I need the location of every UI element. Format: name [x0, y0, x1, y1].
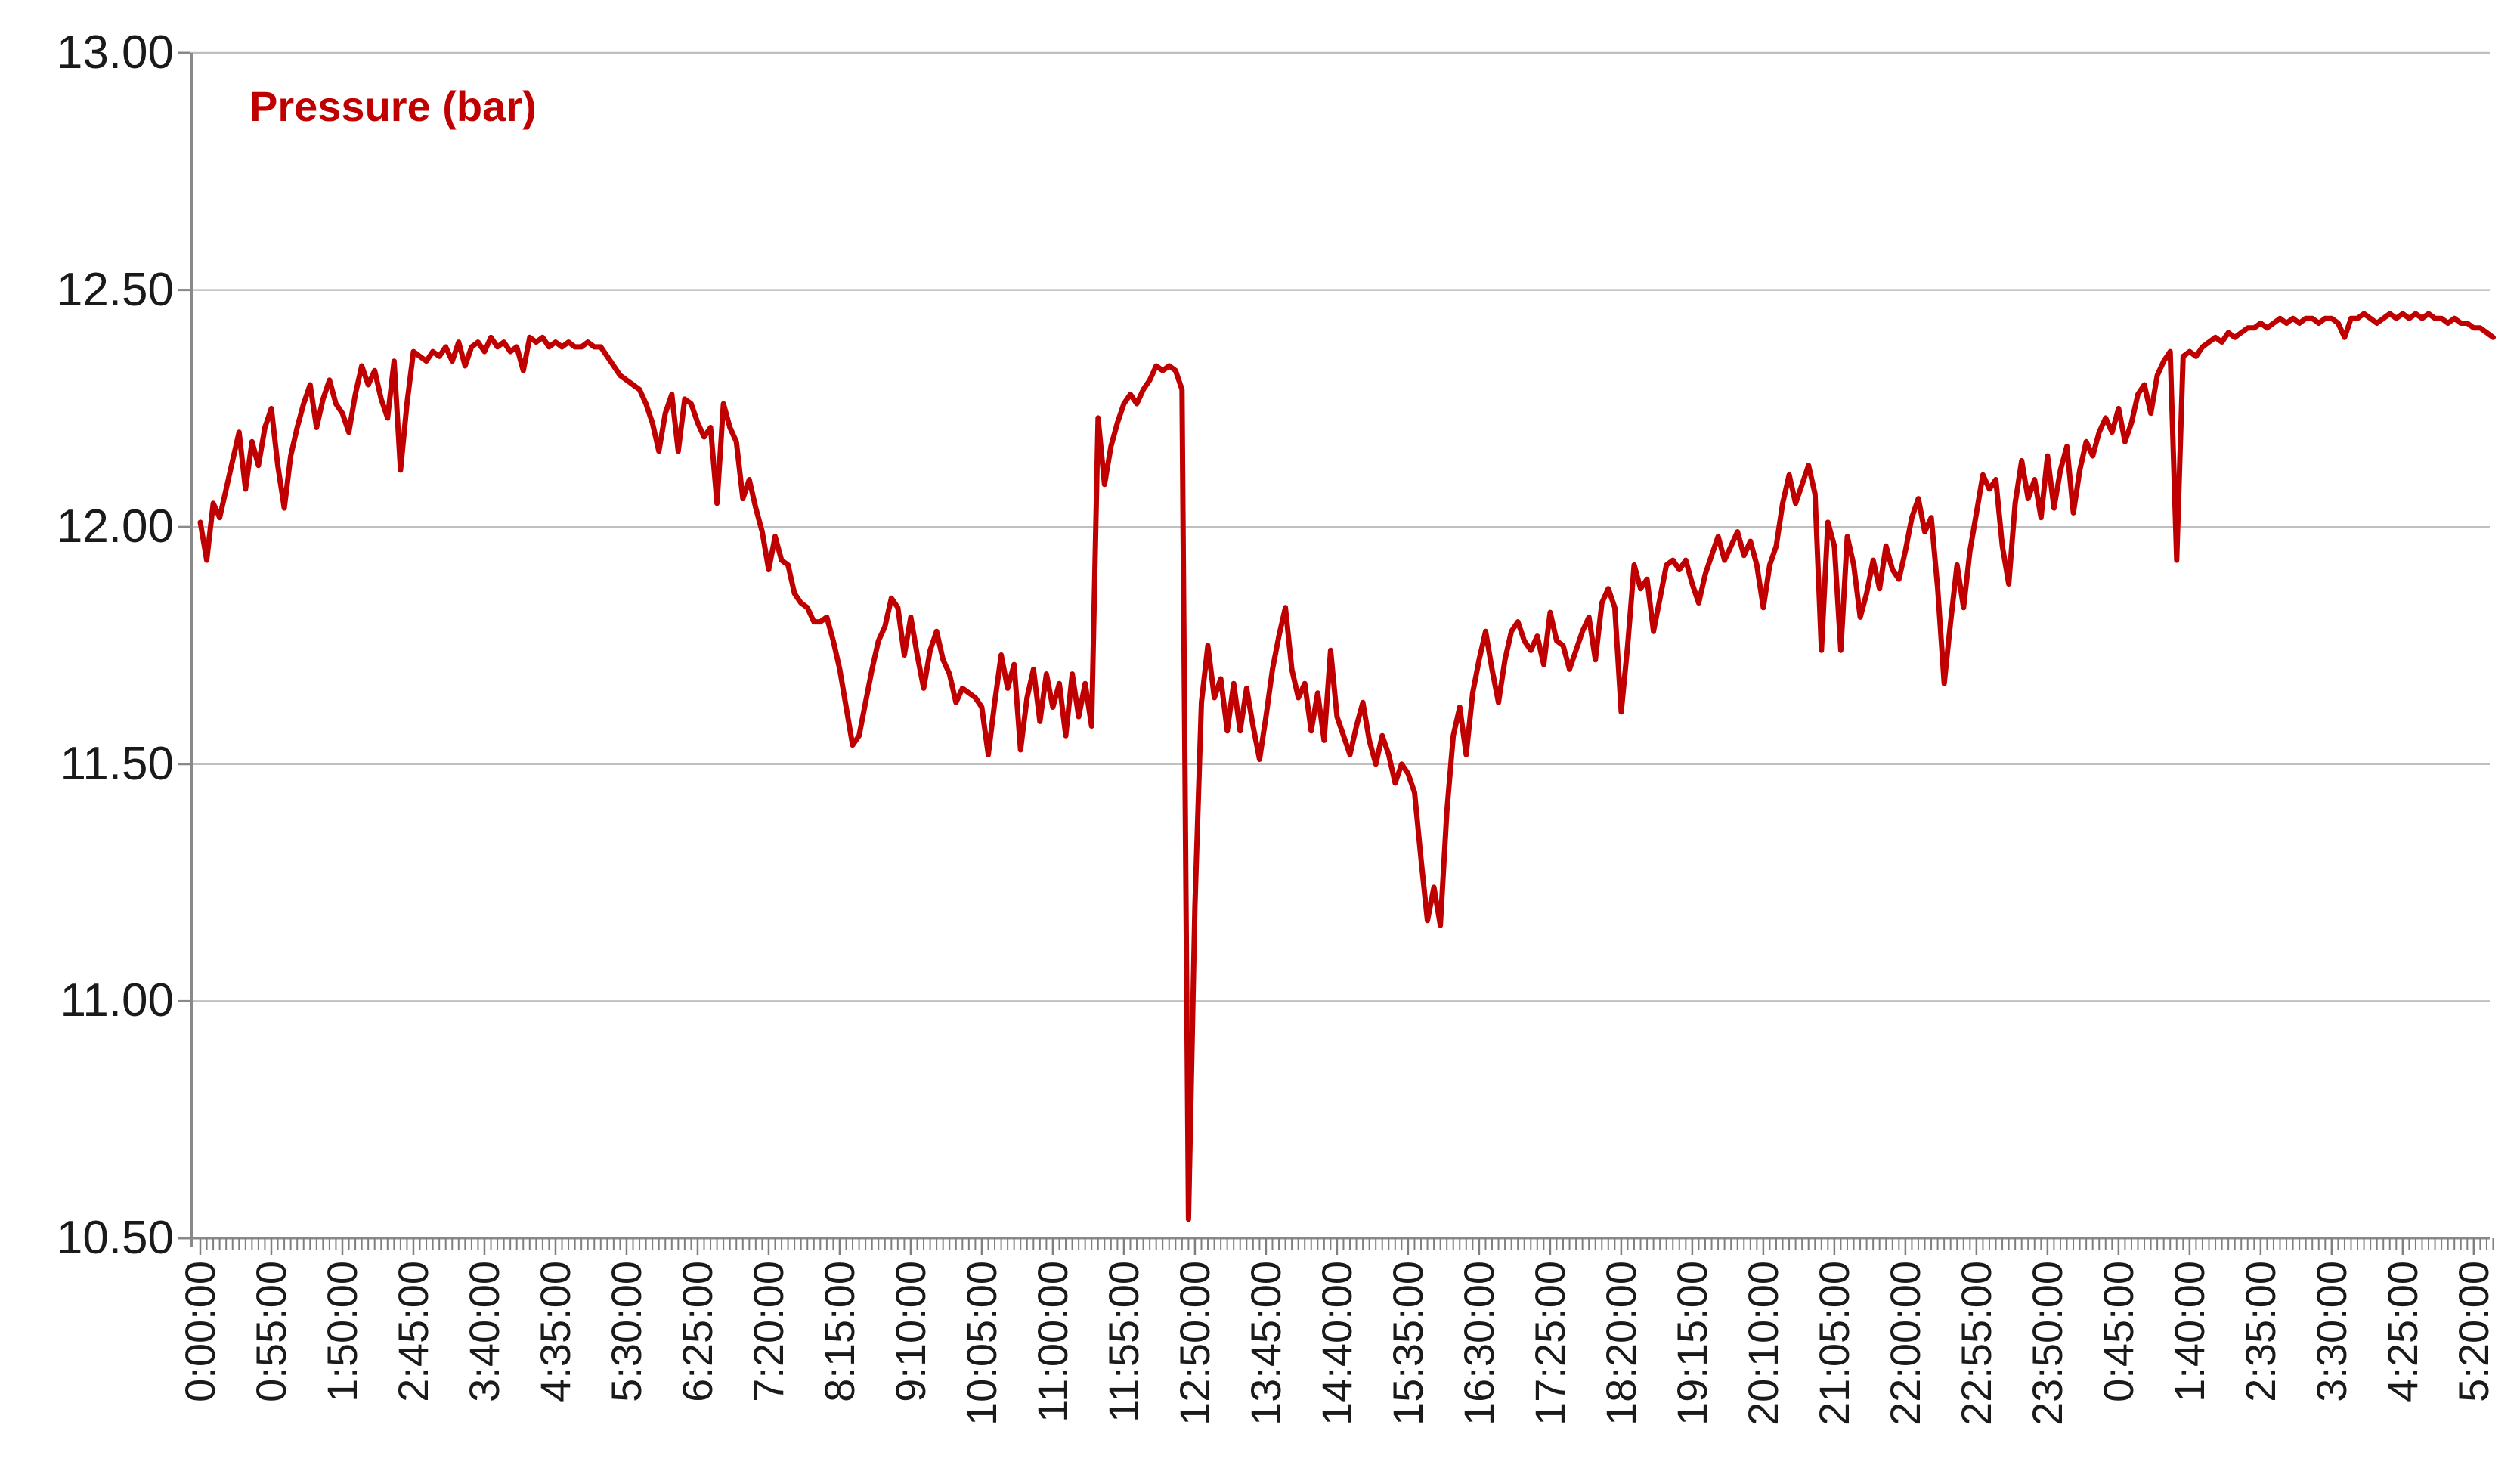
x-tick-label: 22:55:00 [1952, 1261, 2000, 1426]
x-tick-label: 14:40:00 [1312, 1261, 1361, 1426]
x-tick-label: 15:35:00 [1383, 1261, 1432, 1426]
x-tick-label: 4:25:00 [2378, 1261, 2426, 1402]
x-tick-label: 22:00:00 [1881, 1261, 1929, 1426]
x-tick-label: 2:45:00 [389, 1261, 437, 1402]
x-tick-label: 23:50:00 [2023, 1261, 2071, 1426]
x-tick-label: 2:35:00 [2236, 1261, 2284, 1402]
y-tick-label: 11.00 [60, 974, 174, 1027]
x-tick-label: 8:15:00 [815, 1261, 863, 1402]
y-tick-label: 10.50 [56, 1212, 174, 1264]
y-tick-label: 12.50 [56, 263, 174, 316]
x-tick-label: 11:55:00 [1099, 1261, 1147, 1423]
x-tick-label: 18:20:00 [1596, 1261, 1645, 1426]
x-tick-label: 3:30:00 [2307, 1261, 2355, 1402]
x-tick-label: 3:40:00 [460, 1261, 508, 1402]
x-tick-label: 6:25:00 [673, 1261, 721, 1402]
x-tick-label: 0:55:00 [246, 1261, 295, 1402]
x-tick-label: 5:30:00 [602, 1261, 650, 1402]
x-tick-label: 20:10:00 [1738, 1261, 1787, 1426]
x-tick-label: 12:50:00 [1170, 1261, 1218, 1426]
x-tick-label: 10:05:00 [957, 1261, 1005, 1426]
x-tick-label: 0:00:00 [176, 1261, 224, 1402]
y-tick-label: 12.00 [56, 500, 174, 553]
x-tick-label: 21:05:00 [1810, 1261, 1858, 1426]
x-tick-label: 13:45:00 [1241, 1261, 1289, 1426]
x-tick-label: 1:50:00 [317, 1261, 366, 1402]
x-tick-label: 7:20:00 [744, 1261, 792, 1402]
y-tick-label: 13.00 [56, 26, 174, 79]
x-tick-label: 4:35:00 [531, 1261, 579, 1402]
pressure-line [197, 311, 2496, 1222]
x-tick-label: 11:00:00 [1028, 1261, 1076, 1423]
x-tick-label: 17:25:00 [1525, 1261, 1574, 1426]
x-tick-label: 0:45:00 [2094, 1261, 2142, 1402]
x-tick-label: 16:30:00 [1454, 1261, 1503, 1426]
y-tick-label: 11.50 [60, 737, 174, 790]
x-tick-label: 1:40:00 [2165, 1261, 2213, 1402]
plot-area [178, 51, 2496, 1255]
x-tick-label: 19:15:00 [1667, 1261, 1716, 1426]
x-tick-label: 9:10:00 [886, 1261, 934, 1402]
x-tick-label: 5:20:00 [2449, 1261, 2497, 1402]
chart-title: Pressure (bar) [249, 82, 537, 130]
